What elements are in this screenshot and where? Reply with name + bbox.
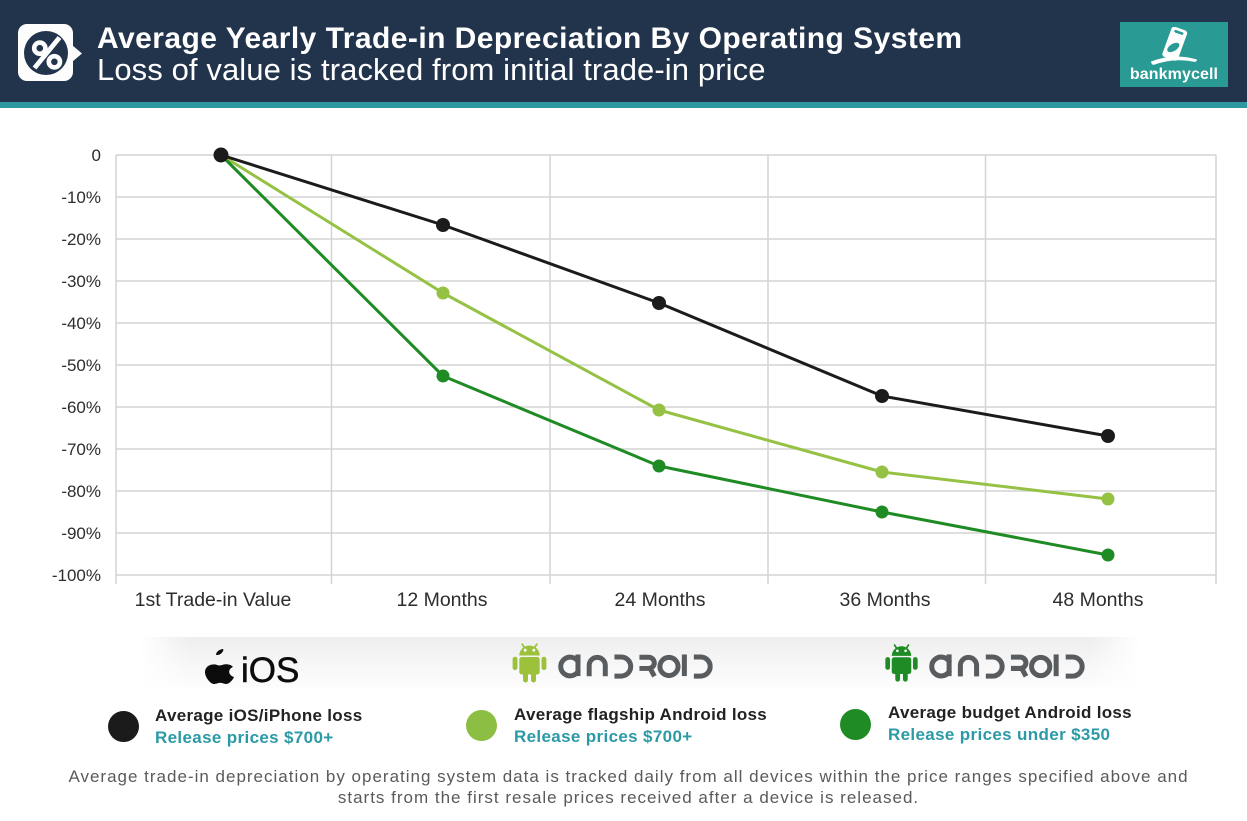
svg-text:0: 0 — [92, 146, 101, 165]
svg-text:-10%: -10% — [61, 188, 101, 207]
svg-text:-90%: -90% — [61, 524, 101, 543]
svg-text:-100%: -100% — [52, 566, 101, 585]
svg-text:1st Trade-in Value: 1st Trade-in Value — [135, 589, 292, 611]
svg-text:12 Months: 12 Months — [396, 589, 487, 611]
svg-text:48 Months: 48 Months — [1052, 589, 1143, 611]
svg-text:-20%: -20% — [61, 230, 101, 249]
svg-text:-50%: -50% — [61, 356, 101, 375]
svg-text:-70%: -70% — [61, 440, 101, 459]
svg-text:-80%: -80% — [61, 482, 101, 501]
svg-text:-60%: -60% — [61, 398, 101, 417]
svg-text:36 Months: 36 Months — [839, 589, 930, 611]
svg-text:24 Months: 24 Months — [614, 589, 705, 611]
svg-text:-30%: -30% — [61, 272, 101, 291]
svg-text:-40%: -40% — [61, 314, 101, 333]
